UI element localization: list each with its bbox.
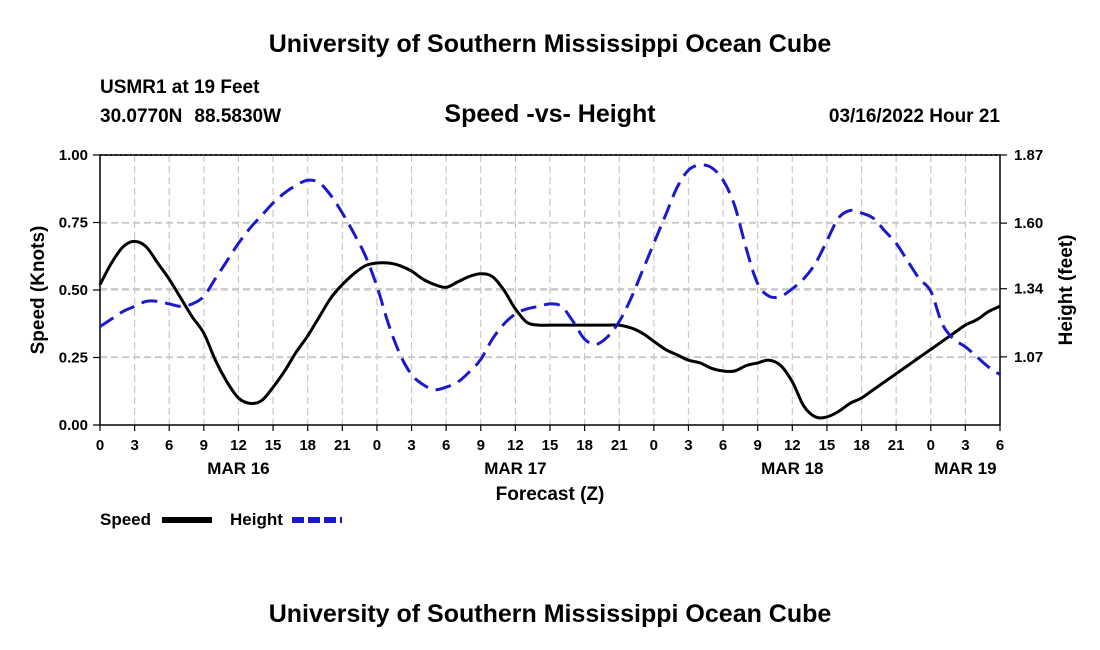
date-label: MAR 16 xyxy=(207,459,269,478)
longitude: 88.5830W xyxy=(194,106,282,127)
x-axis-title: Forecast (Z) xyxy=(496,484,605,505)
x-tick-label: 9 xyxy=(200,437,208,454)
y-left-tick-label: 0.00 xyxy=(59,417,88,434)
x-tick-label: 0 xyxy=(373,437,381,454)
y-left-axis-title: Speed (Knots) xyxy=(28,226,49,355)
station-coordinates: 30.0770N 88.5830W xyxy=(100,106,281,128)
y-left-tick-label: 0.50 xyxy=(59,282,88,299)
x-tick-label: 9 xyxy=(477,437,485,454)
date-label: MAR 18 xyxy=(761,459,823,478)
legend-speed-label: Speed xyxy=(100,510,152,529)
y-right-axis-title: Height (feet) xyxy=(1056,235,1077,346)
axes: 0 3 6 9 12 15 18 21 0 3 6 9 12 15 18 21 0 3 6 9 12 15 18 21 0 3 6M… xyxy=(28,147,1077,505)
series-layer xyxy=(98,163,1001,420)
latitude: 30.0770N xyxy=(100,106,183,127)
y-right-tick-label: 1.34 xyxy=(1014,281,1044,298)
x-tick-label: 12 xyxy=(784,437,801,454)
x-tick-label: 0 xyxy=(927,437,935,454)
grid xyxy=(100,154,1000,425)
date-label: MAR 17 xyxy=(484,459,546,478)
x-tick-label: 0 xyxy=(650,437,658,454)
y-left-tick-label: 0.25 xyxy=(59,350,88,367)
x-tick-label: 18 xyxy=(299,437,316,454)
x-tick-label: 6 xyxy=(996,437,1004,454)
footer-title: University of Southern Mississippi Ocean… xyxy=(268,600,832,628)
x-tick-label: 21 xyxy=(888,437,905,454)
y-right-tick-label: 1.60 xyxy=(1014,215,1043,232)
x-tick-label: 6 xyxy=(719,437,727,454)
date-label: MAR 19 xyxy=(934,459,996,478)
x-tick-label: 3 xyxy=(684,437,692,454)
x-tick-label: 9 xyxy=(754,437,762,454)
chart-title: Speed -vs- Height xyxy=(444,100,656,128)
x-tick-label: 12 xyxy=(230,437,247,454)
x-tick-label: 3 xyxy=(407,437,415,454)
x-tick-label: 12 xyxy=(507,437,524,454)
x-tick-label: 0 xyxy=(96,437,104,454)
x-tick-label: 18 xyxy=(853,437,870,454)
y-right-tick-label: 1.07 xyxy=(1014,349,1043,366)
speed-series-line xyxy=(98,239,1001,420)
y-right-tick-label: 1.87 xyxy=(1014,147,1043,164)
height-series-line xyxy=(99,163,1001,392)
x-tick-label: 3 xyxy=(130,437,138,454)
x-tick-label: 6 xyxy=(165,437,173,454)
x-tick-label: 6 xyxy=(442,437,450,454)
main-title: University of Southern Mississippi Ocean… xyxy=(268,30,832,58)
x-tick-label: 21 xyxy=(334,437,351,454)
y-left-tick-label: 0.75 xyxy=(59,215,88,232)
x-tick-label: 18 xyxy=(576,437,593,454)
x-tick-label: 15 xyxy=(819,437,836,454)
y-left-tick-label: 1.00 xyxy=(59,147,88,164)
legend-height-label: Height xyxy=(230,510,283,529)
x-tick-label: 15 xyxy=(542,437,559,454)
forecast-datetime: 03/16/2022 Hour 21 xyxy=(828,106,1000,127)
x-tick-label: 15 xyxy=(265,437,282,454)
x-tick-label: 3 xyxy=(961,437,969,454)
station-label: USMR1 at 19 Feet xyxy=(100,77,260,98)
x-tick-label: 21 xyxy=(611,437,628,454)
